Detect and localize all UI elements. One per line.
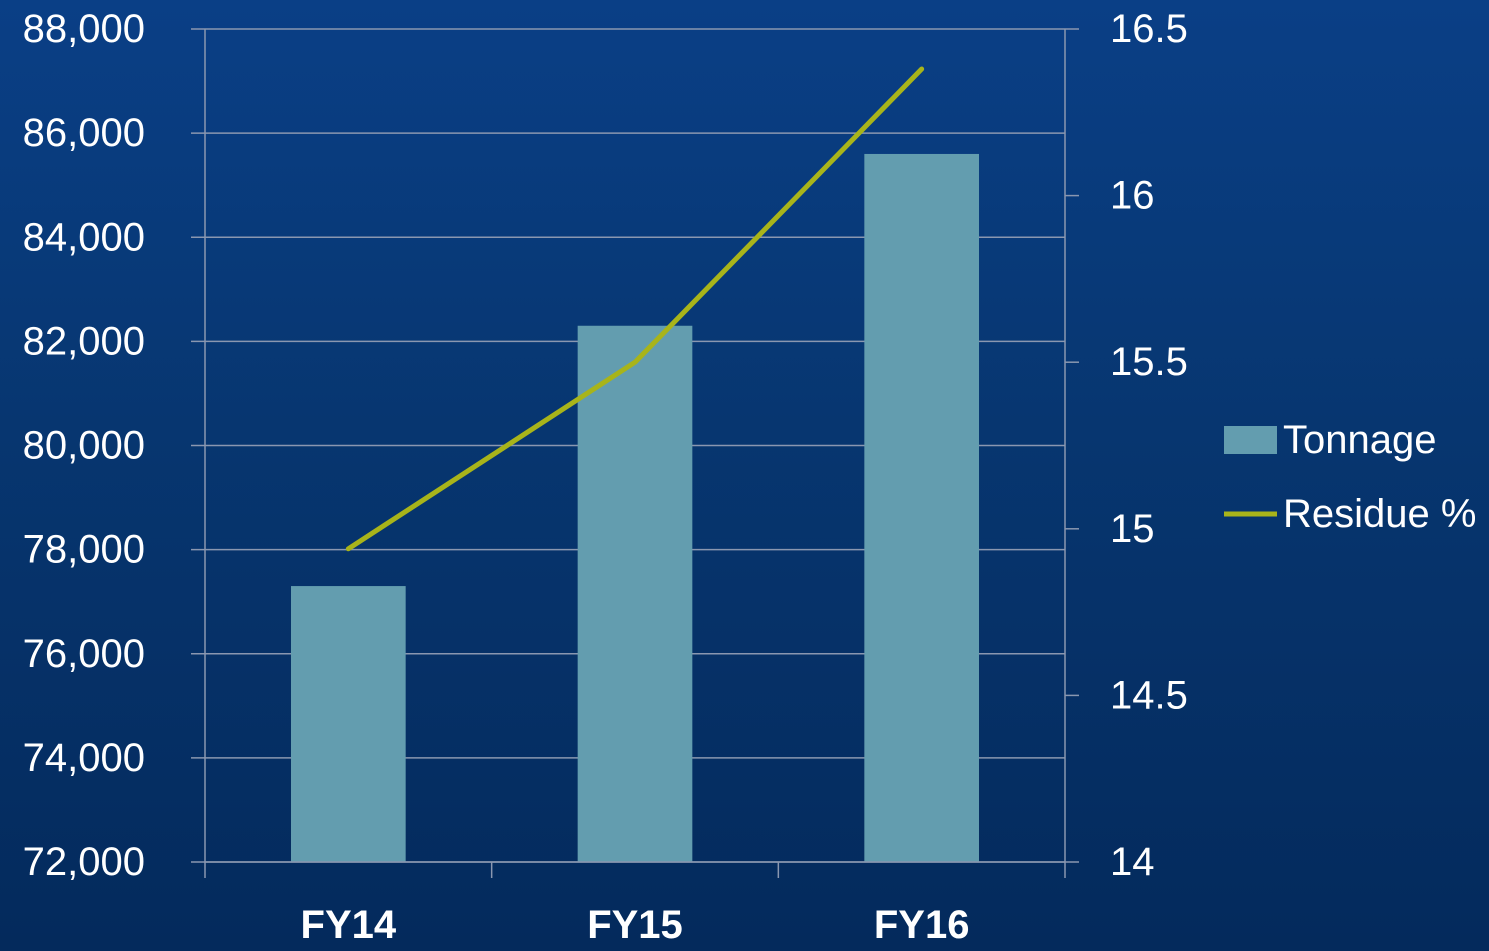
left-tick-label: 72,000: [23, 840, 145, 884]
left-tick-label: 74,000: [23, 736, 145, 780]
bar-fy15: [577, 325, 693, 863]
left-tick-label: 88,000: [23, 7, 145, 51]
right-tick-label: 15.5: [1110, 340, 1188, 384]
category-axis-labels: FY14 FY15 FY16: [301, 903, 970, 947]
left-tick-label: 76,000: [23, 632, 145, 676]
category-label-fy14: FY14: [301, 903, 397, 947]
left-tick-label: 78,000: [23, 528, 145, 572]
left-tick-label: 86,000: [23, 111, 145, 155]
left-tick-label: 84,000: [23, 215, 145, 259]
legend-label-tonnage: Tonnage: [1283, 418, 1436, 462]
legend-label-residue: Residue %: [1283, 492, 1476, 536]
right-tick-label: 14: [1110, 840, 1155, 884]
legend-swatch-tonnage: [1224, 426, 1277, 454]
right-tick-label: 14.5: [1110, 673, 1188, 717]
category-label-fy16: FY16: [874, 903, 970, 947]
right-axis-tick-labels: 14 14.5 15 15.5 16 16.5: [1110, 7, 1188, 884]
residue-line: [345, 66, 925, 552]
right-tick-label: 16.5: [1110, 7, 1188, 51]
left-tick-label: 82,000: [23, 319, 145, 363]
tonnage-bars: [291, 153, 979, 863]
left-tick-label: 80,000: [23, 424, 145, 468]
left-axis-tick-labels: 72,000 74,000 76,000 78,000 80,000 82,000 84,0…: [23, 7, 145, 884]
right-tick-label: 16: [1110, 174, 1155, 218]
category-label-fy15: FY15: [587, 903, 683, 947]
right-tick-label: 15: [1110, 507, 1155, 551]
bar-fy16: [864, 153, 979, 862]
legend: Tonnage Residue %: [1224, 418, 1476, 536]
residue-line-series: [345, 66, 925, 552]
axes: [191, 28, 1079, 878]
bar-fy14: [291, 586, 406, 862]
